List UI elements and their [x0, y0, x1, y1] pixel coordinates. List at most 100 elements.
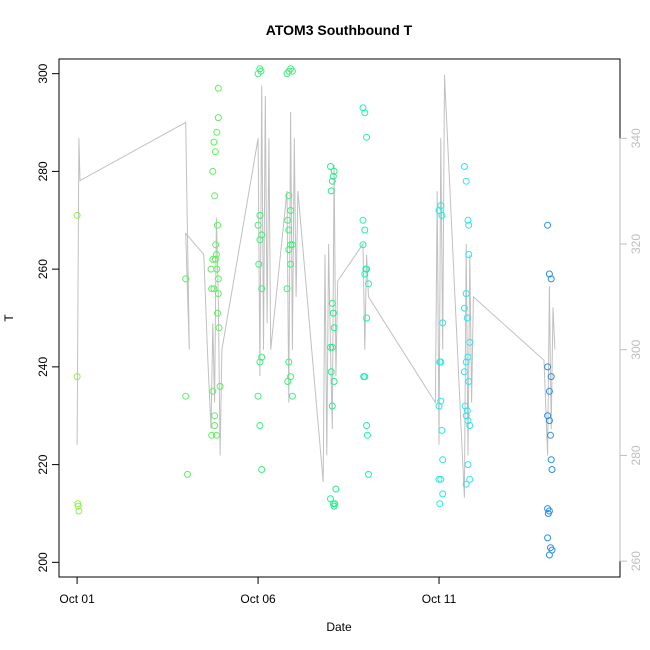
data-point [363, 314, 371, 322]
y-axis-label: T [2, 314, 16, 322]
data-point [461, 402, 469, 410]
data-point [211, 412, 219, 420]
y-tick-label: 300 [36, 63, 50, 83]
data-point [464, 461, 472, 469]
data-point [462, 412, 470, 420]
data-point [544, 412, 552, 420]
data-point [464, 353, 472, 361]
data-point [365, 280, 372, 288]
data-point [330, 167, 338, 175]
data-point [328, 402, 336, 410]
data-point [258, 353, 266, 361]
data-point [439, 456, 447, 464]
data-point [285, 192, 293, 200]
data-point [438, 211, 446, 219]
data-point [216, 382, 224, 390]
data-point [361, 373, 369, 381]
data-point [437, 475, 445, 483]
data-point [544, 534, 552, 542]
data-point [254, 392, 262, 400]
data-point [437, 397, 445, 405]
data-point [464, 417, 472, 425]
data-point [330, 324, 338, 332]
data-point [327, 163, 334, 170]
data-point [465, 378, 473, 385]
data-point [363, 133, 371, 141]
data-point [439, 490, 447, 498]
data-point [208, 431, 216, 439]
y-tick-label: 200 [36, 552, 50, 572]
data-point [547, 275, 555, 283]
data-point [466, 475, 474, 483]
y-tick-label: 220 [36, 454, 50, 474]
data-point [256, 236, 264, 244]
y2-tick-label: 320 [629, 234, 643, 254]
data-point [547, 456, 555, 464]
data-point [214, 221, 221, 229]
data-point [462, 358, 470, 366]
data-point [330, 378, 338, 385]
data-point [288, 241, 296, 249]
data-point [214, 84, 222, 92]
y-tick-label: 280 [36, 161, 50, 181]
data-point [362, 265, 370, 273]
data-point [258, 231, 266, 239]
data-point [254, 221, 262, 229]
data-point [465, 251, 473, 258]
data-point [256, 211, 264, 219]
data-point [363, 422, 371, 429]
data-point [460, 304, 468, 312]
y-axis-left: 200 220 240 260 280 300 [36, 63, 60, 572]
data-point [208, 285, 216, 293]
data-point [465, 221, 473, 229]
data-point [73, 211, 81, 219]
data-point [256, 358, 264, 366]
data-point [462, 290, 470, 298]
data-point [328, 177, 336, 185]
data-point [361, 109, 369, 117]
x-tick-label: Oct 06 [240, 592, 276, 606]
temperature-trace-line [76, 74, 556, 498]
data-point [73, 373, 81, 381]
data-point [437, 202, 445, 210]
data-point [547, 431, 554, 439]
data-point [210, 138, 218, 146]
chart-title: ATOM3 Southbound T [266, 22, 413, 38]
y-axis-right: 260 280 300 320 340 [619, 128, 643, 571]
data-point [365, 470, 372, 478]
data-point [327, 368, 335, 376]
data-point [74, 500, 82, 508]
data-point [214, 114, 222, 122]
y-tick-label: 260 [36, 259, 50, 279]
data-point [256, 422, 264, 429]
data-point [460, 368, 468, 376]
data-point [287, 260, 295, 268]
data-point [359, 216, 367, 224]
data-point [460, 163, 468, 170]
data-point [545, 387, 553, 395]
data-point [214, 309, 221, 317]
data-point [209, 255, 217, 263]
data-point [359, 104, 367, 112]
data-point [213, 128, 221, 136]
data-point [438, 426, 446, 434]
data-point [213, 265, 221, 273]
data-point [284, 378, 292, 385]
data-point [285, 358, 293, 366]
data-point [211, 148, 219, 156]
data-point [182, 275, 190, 283]
data-point [463, 314, 471, 322]
data-point [211, 255, 219, 263]
data-point [466, 422, 474, 429]
data-point [209, 387, 217, 395]
data-point [328, 299, 336, 307]
data-point [548, 466, 556, 473]
data-point [182, 392, 190, 400]
data-point [361, 226, 369, 234]
data-point [288, 67, 296, 75]
data-point [257, 67, 265, 75]
data-point [545, 270, 553, 278]
data-point [437, 358, 445, 366]
data-point [332, 485, 340, 493]
data-point [214, 275, 222, 283]
